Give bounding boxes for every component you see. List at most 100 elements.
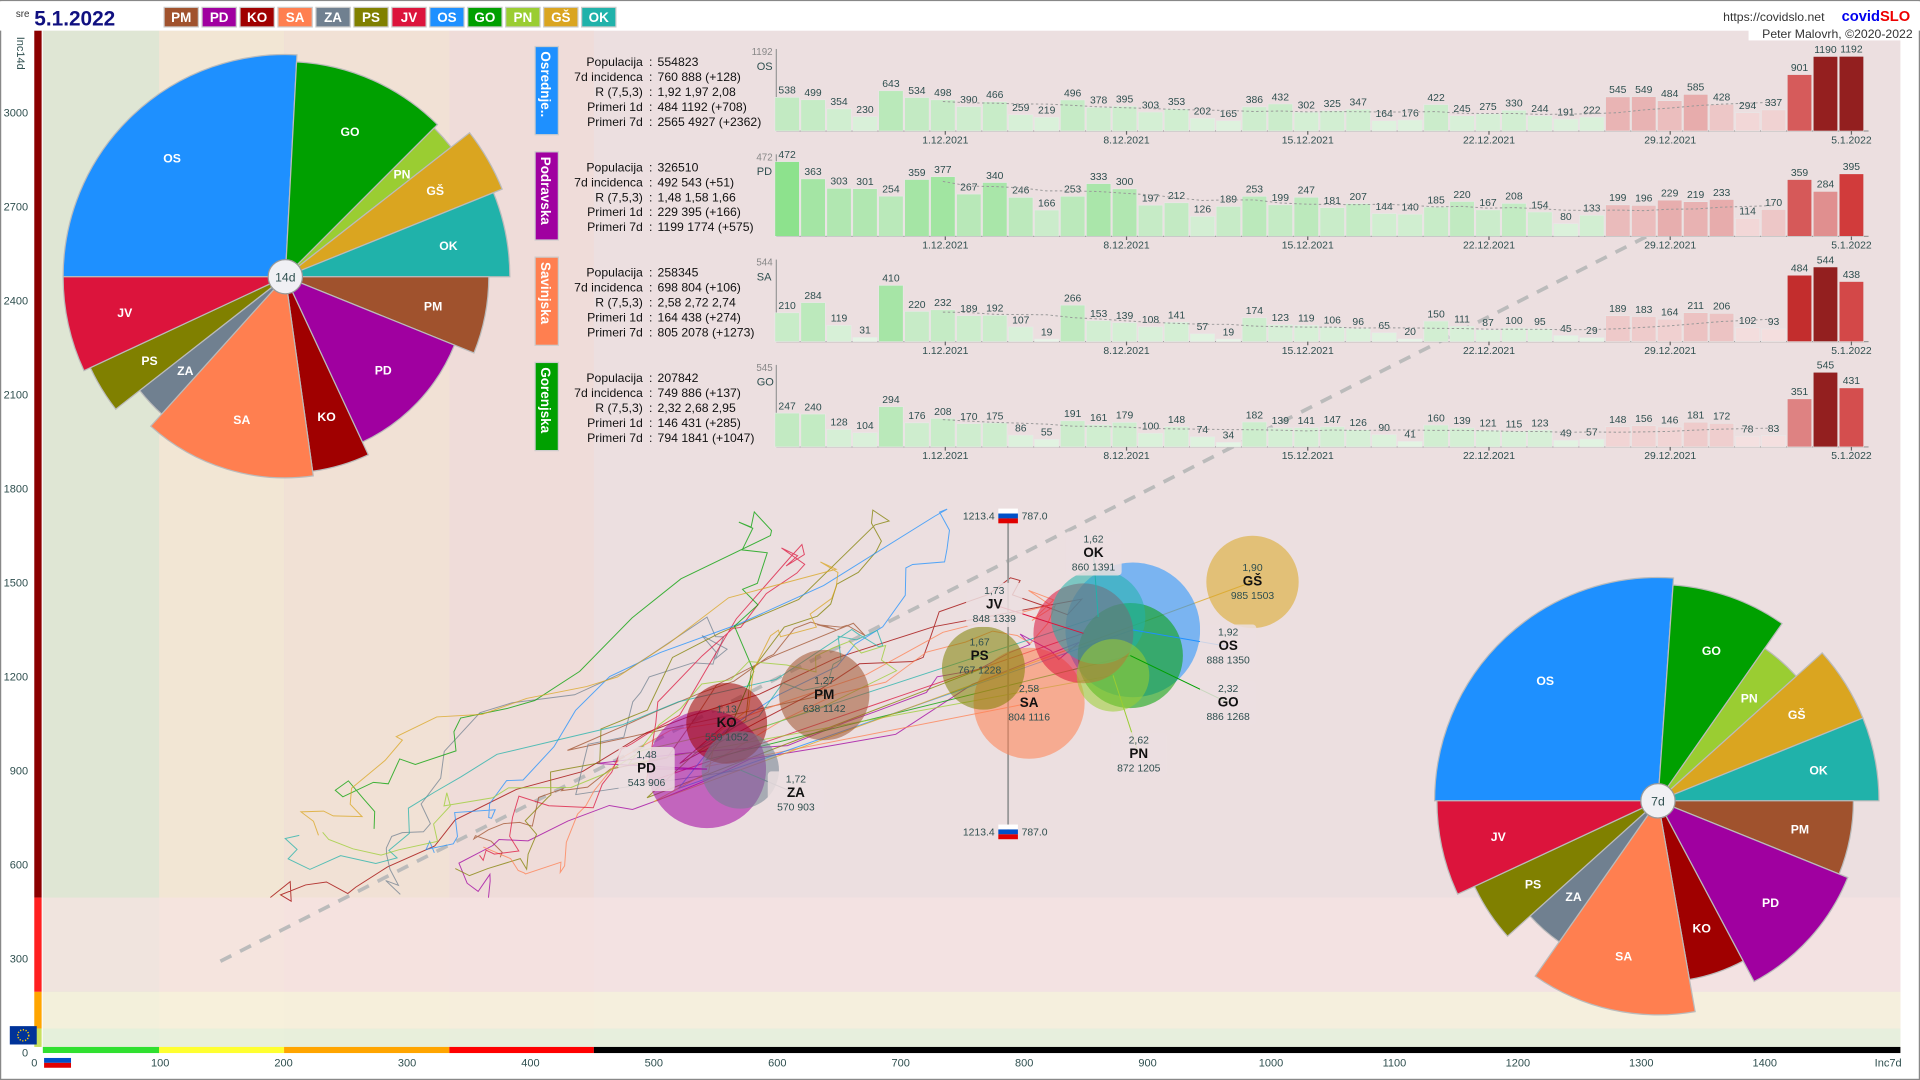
legend-chip-KO[interactable]: KO [239, 6, 275, 28]
legend-chip-SA[interactable]: SA [277, 6, 313, 28]
bar-value-label: 333 [1090, 172, 1108, 183]
x-tick-label: 1200 [1506, 1058, 1531, 1070]
bubble-xy-label: 860 1391 [1072, 563, 1116, 574]
pie-slice-label: JV [1491, 830, 1507, 844]
bar-value-label: 363 [804, 167, 822, 178]
bar-value-label: 428 [1713, 93, 1731, 104]
pie-slice-SA[interactable] [1534, 799, 1696, 1016]
bar [1319, 110, 1345, 132]
legend-chip-PM[interactable]: PM [163, 6, 199, 28]
stat-colon: : [649, 100, 652, 114]
pie-slice-JV[interactable] [1436, 800, 1659, 896]
bar [982, 314, 1008, 342]
legend-chip-PN[interactable]: PN [505, 6, 541, 28]
bubble-r-label: 1,92 [1218, 628, 1238, 639]
date-tick-label: 22.12.2021 [1463, 241, 1515, 252]
legend-chip-OS[interactable]: OS [429, 6, 465, 28]
bar-value-label: 325 [1324, 99, 1342, 110]
stat-value: 484 1192 (+708) [658, 100, 747, 114]
pie-slice-GO[interactable] [284, 61, 439, 279]
bar [1371, 213, 1397, 237]
bar [774, 412, 800, 448]
bar-value-label: 57 [1197, 322, 1209, 333]
site-url[interactable]: https://covidslo.net [1723, 10, 1825, 24]
bar-value-label: 395 [1116, 95, 1134, 106]
pie-slice-SA[interactable] [149, 275, 314, 479]
legend-swatch [391, 6, 427, 28]
bar [1709, 103, 1735, 132]
stat-colon: : [649, 55, 652, 69]
bar-value-label: 386 [1246, 95, 1264, 106]
bubble-r-label: 2,62 [1129, 735, 1149, 746]
bar [1761, 209, 1787, 237]
bar-value-label: 229 [1661, 188, 1679, 199]
bar [1838, 281, 1864, 342]
bar [1008, 114, 1034, 132]
pie-slice-PD[interactable] [284, 275, 456, 443]
legend-swatch [201, 6, 237, 28]
legend-chip-GO[interactable]: GO [467, 6, 503, 28]
legend-swatch [315, 6, 351, 28]
y-tick-label: 1500 [4, 578, 29, 590]
legend-chip-GŠ[interactable]: GŠ [543, 6, 579, 28]
legend-chip-ZA[interactable]: ZA [315, 6, 351, 28]
author-credit: Peter Malovrh, ©2020-2022 [1762, 27, 1913, 41]
bar-value-label: 300 [1116, 177, 1134, 188]
bar-value-label: 29 [1586, 326, 1598, 337]
pie-slice-JV[interactable] [62, 276, 286, 372]
stat-label: R (7,5,3) [595, 401, 643, 415]
stat-value: 1,92 1,97 2,08 [658, 85, 736, 99]
bar [1189, 436, 1216, 448]
legend-chip-JV[interactable]: JV [391, 6, 427, 28]
pie-slice-OS[interactable] [62, 53, 298, 278]
bar-value-label: 106 [1324, 315, 1342, 326]
bar-value-label: 148 [1609, 415, 1627, 426]
pie-slice-GO[interactable] [1657, 584, 1783, 803]
legend-swatch [467, 6, 503, 28]
bubble-r-label: 1,72 [786, 774, 806, 785]
bar [1345, 108, 1371, 132]
bar-value-label: 197 [1142, 193, 1160, 204]
bar [1527, 115, 1553, 132]
bubble-code-label: PS [971, 648, 989, 663]
bar-value-label: 549 [1635, 85, 1653, 96]
y-axis-label: Inc14d [14, 37, 26, 70]
slovenia-x-label: 787.0 [1022, 512, 1048, 523]
bar [1034, 209, 1060, 237]
bar-value-label: 34 [1223, 431, 1235, 442]
chart-max-label: 545 [756, 363, 773, 374]
pie-slice-GŠ[interactable] [284, 131, 503, 278]
bubble-PM[interactable] [779, 649, 870, 741]
brand-slo: SLO [1880, 9, 1910, 25]
bar [982, 182, 1008, 237]
stat-colon: : [649, 205, 652, 219]
legend-label: PD [210, 10, 229, 25]
bubble-label-backdrop [1200, 624, 1257, 669]
legend-chip-PS[interactable]: PS [353, 6, 389, 28]
bubble-code-label: PM [814, 687, 834, 702]
bubble-PS[interactable] [941, 626, 1025, 710]
pie-slice-OS[interactable] [1433, 576, 1675, 802]
bar [1605, 315, 1631, 342]
legend-chip-OK[interactable]: OK [581, 6, 617, 28]
stat-value: 698 804 (+106) [658, 281, 741, 295]
bar-value-label: 87 [1482, 318, 1494, 329]
bar [1241, 106, 1267, 132]
pie-slice-PD[interactable] [1656, 799, 1849, 983]
pie-slice-PM[interactable] [285, 276, 490, 354]
bubble-code-label: PN [1129, 746, 1148, 761]
pie-slice-OK[interactable] [285, 191, 511, 278]
bar [1735, 435, 1761, 448]
bar [1812, 56, 1839, 132]
pie-slice-OK[interactable] [1657, 717, 1880, 802]
pie-slice-label: PM [1791, 822, 1809, 836]
bubble-GŠ[interactable] [1206, 535, 1299, 629]
legend-chip-PD[interactable]: PD [201, 6, 237, 28]
date-tick-label: 29.12.2021 [1644, 135, 1696, 146]
stat-label: Primeri 1d [587, 100, 643, 114]
bar-value-label: 340 [986, 171, 1004, 182]
legend-label: OK [589, 10, 609, 25]
pie-slice-label: OK [1809, 764, 1828, 778]
date-tick-label: 15.12.2021 [1282, 346, 1334, 357]
